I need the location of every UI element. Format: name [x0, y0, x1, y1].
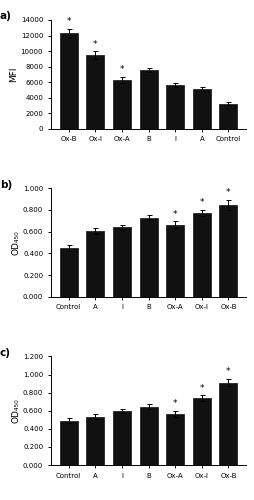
Bar — [139, 70, 158, 128]
Text: *: * — [173, 400, 178, 408]
Text: *: * — [226, 188, 231, 197]
Bar — [86, 231, 104, 297]
Bar — [113, 228, 131, 297]
Bar — [113, 80, 131, 128]
Bar — [86, 416, 104, 465]
Bar — [113, 410, 131, 465]
Bar — [86, 56, 104, 128]
Bar — [60, 33, 78, 128]
Bar — [193, 213, 211, 297]
Bar — [193, 398, 211, 465]
Text: b): b) — [0, 180, 12, 190]
Bar — [219, 205, 237, 297]
Bar — [166, 224, 184, 297]
Text: *: * — [200, 384, 204, 392]
Text: *: * — [67, 17, 71, 26]
Text: *: * — [120, 66, 124, 74]
Text: *: * — [93, 40, 98, 48]
Bar — [193, 89, 211, 128]
Text: c): c) — [0, 348, 11, 358]
Y-axis label: OD₄₅₀: OD₄₅₀ — [11, 398, 20, 423]
Bar — [60, 248, 78, 297]
Bar — [219, 104, 237, 128]
Text: *: * — [173, 210, 178, 218]
Text: *: * — [226, 368, 231, 376]
Bar — [219, 382, 237, 465]
Text: *: * — [200, 198, 204, 207]
Y-axis label: MFI: MFI — [9, 66, 18, 82]
Bar — [60, 420, 78, 465]
Bar — [166, 85, 184, 128]
Bar — [139, 406, 158, 465]
Y-axis label: OD₄₅₀: OD₄₅₀ — [11, 230, 20, 255]
Text: a): a) — [0, 12, 12, 22]
Bar — [139, 218, 158, 297]
Bar — [166, 414, 184, 465]
